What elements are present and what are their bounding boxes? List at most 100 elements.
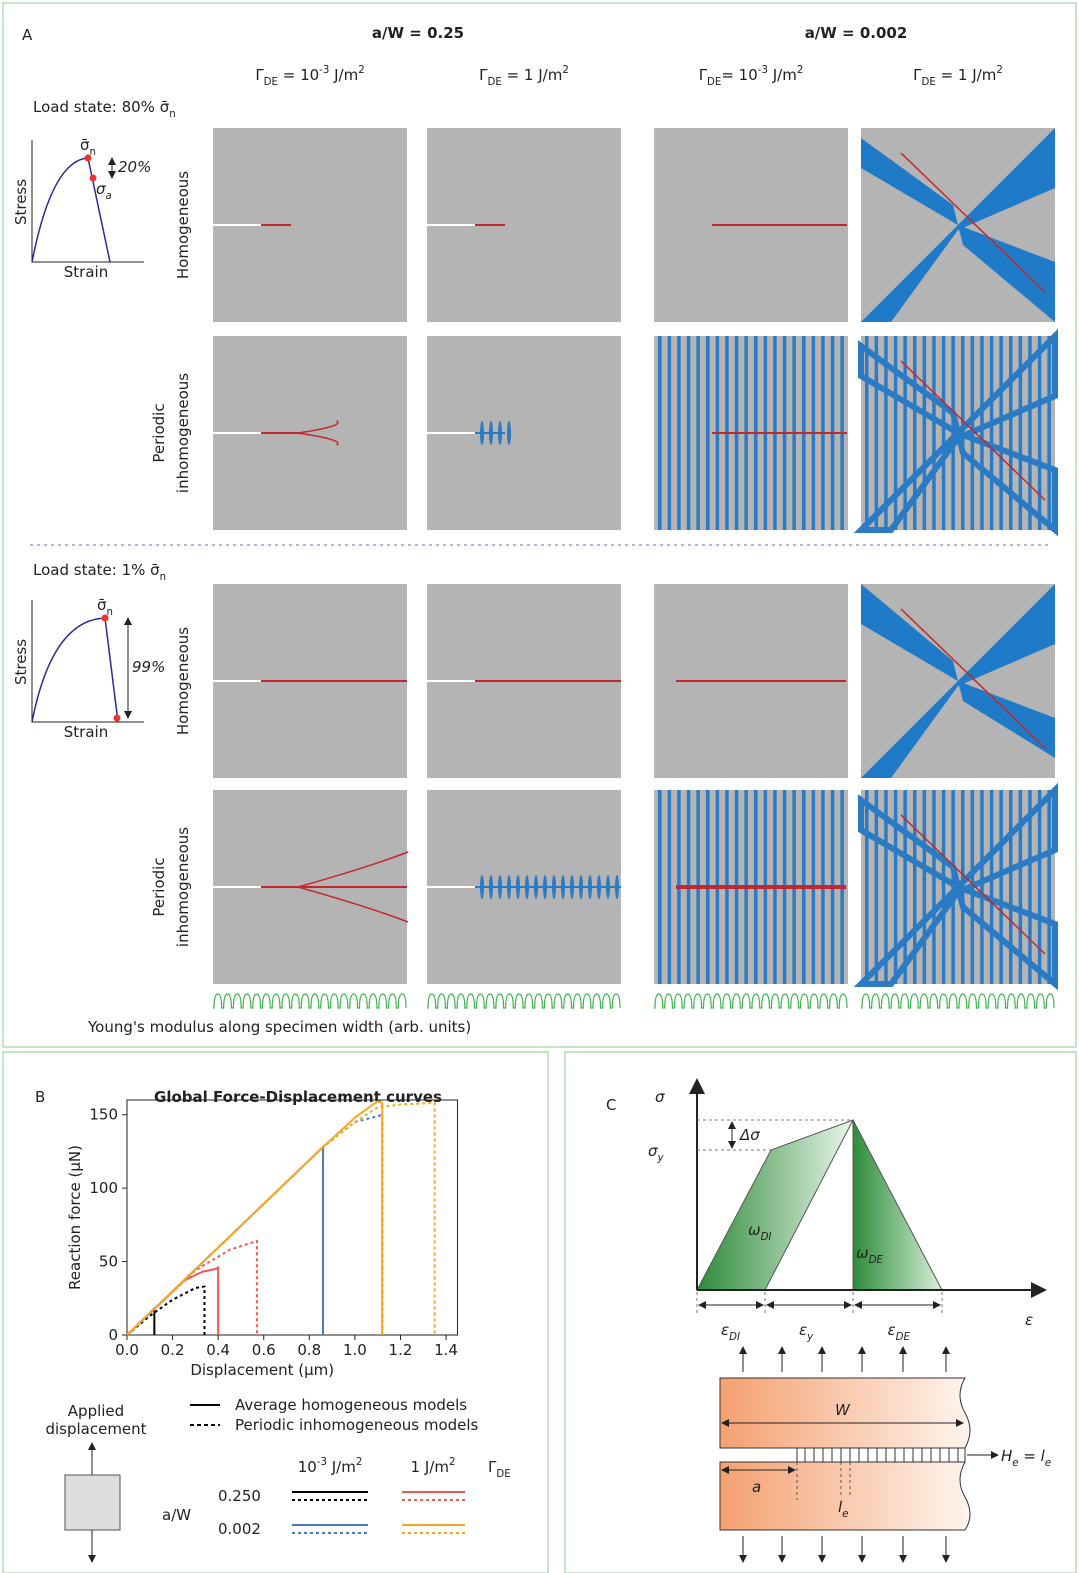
column-header: ΓDE= 10-3 J/m2 (699, 65, 804, 88)
panel-a-frame (2, 2, 1077, 1048)
peak-label: σ̄n (80, 136, 96, 158)
y-label: Stress (12, 179, 30, 225)
text-part: ε (799, 1321, 807, 1339)
text-part: = 10 (721, 66, 757, 84)
text-part: e (1045, 1458, 1051, 1469)
crack-lobe (507, 421, 511, 445)
point-label: σa (96, 180, 112, 202)
modulus-profile (654, 993, 848, 1009)
crack-lobe (615, 875, 619, 899)
text-part: Load state: 80% (33, 98, 160, 116)
text-part: n (107, 607, 113, 618)
text-part: y (806, 1332, 814, 1343)
text-part: DE (264, 77, 278, 88)
text-part: DE (869, 1255, 884, 1266)
stripe (1009, 336, 1013, 530)
x-tick-label: 1.2 (389, 1341, 413, 1359)
stripe (999, 336, 1003, 530)
text-part: DE (488, 77, 502, 88)
text-part: n (90, 147, 96, 158)
drop-label: 99% (132, 658, 165, 676)
text-part: 2 (996, 65, 1002, 76)
x-tick-label: 1.4 (434, 1341, 458, 1359)
dim-label: le (838, 1498, 848, 1520)
x-tick-label: 1.0 (343, 1341, 367, 1359)
stripe (1018, 790, 1023, 984)
stripe (1028, 790, 1032, 984)
stripe (884, 790, 888, 984)
stripe (1037, 790, 1042, 984)
stripe (696, 336, 700, 530)
crack-branch (297, 432, 339, 446)
text-part: e (842, 1509, 848, 1520)
omega-label: ωDE (856, 1244, 883, 1266)
omega-label: ωDI (748, 1221, 771, 1243)
stripe (667, 336, 672, 530)
plot-frame (126, 1099, 458, 1336)
text-part: ω (748, 1221, 761, 1239)
load-point (89, 174, 97, 182)
span-label: εDI (721, 1321, 740, 1343)
specimen-top (719, 1377, 971, 1449)
inset-axes (31, 600, 144, 723)
text-part: J/m (768, 66, 797, 84)
stripe (922, 336, 927, 530)
crack-lobe (579, 875, 583, 899)
group-title: a/W = 0.002 (805, 24, 908, 42)
he-label: He = le (1001, 1447, 1051, 1469)
stripe (658, 336, 662, 530)
cohesive-strip (796, 1447, 966, 1463)
text-part: DE (922, 77, 936, 88)
text-part: -3 (758, 65, 768, 76)
stripe (874, 336, 879, 530)
drop-label: 20% (118, 158, 151, 176)
legend-header: ΓDE (488, 1458, 511, 1480)
text-part: 2 (797, 65, 803, 76)
text-part: σ̄ (80, 136, 90, 154)
group-title: a/W = 0.25 (372, 24, 464, 42)
crack-lobe (552, 875, 556, 899)
branch (861, 128, 1055, 322)
y-tick-label: 150 (89, 1106, 118, 1124)
stress-curve (31, 157, 111, 263)
text-part: DI (729, 1332, 740, 1343)
stripe (913, 790, 917, 984)
legend-text: Periodic inhomogeneous models (235, 1416, 479, 1434)
stripe (941, 790, 946, 984)
x-tick-label: 0.8 (297, 1341, 321, 1359)
peak-point (101, 614, 109, 622)
stripe (874, 790, 879, 984)
text-part: 10 (298, 1458, 317, 1476)
stripe (1028, 336, 1032, 530)
text-part: 1 J/m (411, 1458, 449, 1476)
row-label: Periodic (150, 403, 168, 462)
text-part: J/m (327, 1458, 356, 1476)
branch (858, 794, 1058, 991)
text-part: σ (96, 180, 106, 198)
omega-de-area (852, 1119, 943, 1291)
x-axis-label: Displacement (μm) (190, 1361, 334, 1379)
peak-point (84, 154, 92, 162)
stripe (989, 336, 994, 530)
modulus-profile (427, 993, 621, 1009)
y-label: Stress (12, 639, 30, 685)
span-label: εy (799, 1321, 814, 1343)
stripe (922, 790, 927, 984)
text-part: J/m (329, 66, 358, 84)
crack-lobe (489, 875, 493, 899)
crack-branch (297, 886, 409, 923)
axis-symbol: ε (1025, 1311, 1033, 1329)
crack (900, 608, 1046, 749)
stripe (893, 790, 898, 984)
x-tick-label: 0.2 (161, 1341, 185, 1359)
peak-label: σ̄n (97, 596, 113, 618)
crack-lobe (597, 875, 601, 899)
branch (858, 340, 1058, 537)
text-part: l (1041, 1447, 1046, 1465)
text-part: Γ (699, 66, 708, 84)
text-part: Γ (913, 66, 922, 84)
x-label: Strain (64, 263, 108, 281)
text-part: y (657, 1153, 665, 1164)
text-part: ω (856, 1244, 869, 1262)
text-part: l (838, 1498, 843, 1516)
